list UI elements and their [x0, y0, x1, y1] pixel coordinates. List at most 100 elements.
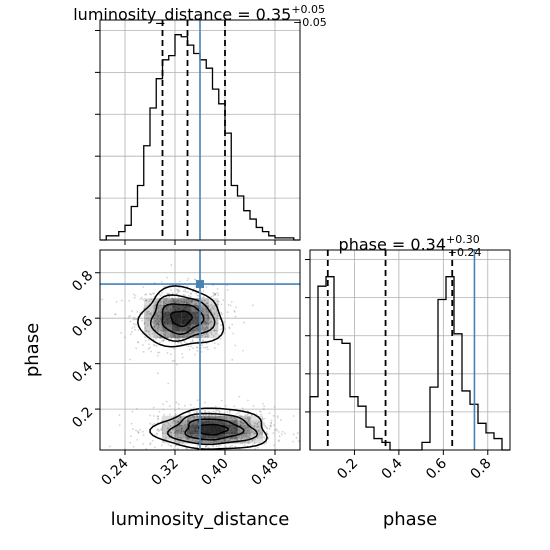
density-cell	[187, 434, 200, 439]
density-cell	[209, 318, 219, 325]
sample-point	[213, 411, 216, 414]
sample-point	[256, 423, 259, 425]
sample-point	[229, 445, 231, 448]
density-cell	[153, 331, 163, 339]
sample-point	[231, 444, 233, 447]
sample-point	[186, 438, 189, 441]
sample-point	[206, 335, 209, 338]
sample-point	[154, 320, 157, 322]
sample-point	[182, 430, 185, 433]
sample-point	[129, 320, 132, 323]
sample-point	[204, 411, 206, 413]
sample-point	[194, 440, 196, 443]
sample-point	[180, 430, 183, 432]
sample-point	[165, 432, 168, 435]
sample-point	[177, 417, 180, 420]
sample-point	[195, 440, 198, 442]
sample-point	[190, 300, 193, 303]
sample-point	[137, 329, 140, 331]
sample-point	[202, 414, 205, 416]
sample-point	[135, 318, 138, 321]
sample-point	[234, 445, 237, 448]
sample-point	[166, 351, 169, 354]
sample-point	[171, 360, 174, 362]
density-cell	[250, 424, 264, 430]
sample-point	[210, 303, 213, 306]
sample-point	[229, 417, 232, 420]
sample-point	[133, 296, 136, 299]
sample-point	[173, 301, 176, 304]
density-cell	[174, 434, 188, 439]
sample-point	[224, 438, 227, 441]
sample-point	[261, 431, 263, 434]
sample-point	[210, 324, 213, 327]
sample-point	[275, 428, 278, 431]
y-tick-label: 0.2	[69, 404, 96, 431]
sample-point	[153, 325, 156, 328]
sample-point	[209, 441, 212, 444]
sample-point	[223, 332, 226, 335]
sample-point	[204, 445, 207, 448]
sample-point	[204, 416, 207, 419]
sample-point	[176, 336, 179, 338]
sample-point	[216, 288, 219, 290]
sample-point	[182, 430, 185, 433]
sample-point	[171, 299, 174, 301]
sample-point	[193, 288, 196, 290]
sample-point	[182, 302, 184, 305]
sample-point	[170, 431, 173, 434]
density-cell	[199, 298, 210, 305]
sample-point	[204, 335, 207, 338]
sample-point	[167, 422, 170, 425]
sample-point	[154, 304, 157, 306]
sample-point	[209, 326, 212, 329]
sample-point	[130, 333, 132, 336]
sample-point	[202, 290, 205, 292]
sample-point	[173, 359, 176, 362]
luminosity-distance-hist-frame	[99, 19, 301, 241]
sample-point	[206, 302, 209, 305]
sample-point	[176, 338, 179, 340]
sample-point	[168, 296, 170, 298]
sample-point	[238, 395, 241, 398]
sample-point	[217, 314, 220, 317]
sample-point	[239, 423, 242, 426]
sample-point	[190, 332, 193, 334]
sample-point	[219, 328, 222, 331]
sample-point	[214, 416, 217, 419]
sample-point	[163, 300, 165, 303]
y-tick-label: 0.6	[69, 313, 96, 340]
sample-point	[147, 348, 150, 350]
sample-point	[270, 419, 273, 422]
sample-point	[194, 303, 196, 306]
sample-point	[177, 341, 180, 344]
sample-point	[156, 428, 159, 430]
sample-point	[248, 416, 251, 419]
sample-point	[189, 416, 192, 419]
x-tick-label: 0.40	[198, 456, 231, 489]
density-cell	[171, 324, 182, 332]
sample-point	[249, 431, 252, 434]
sample-point	[180, 428, 183, 430]
density-cell	[212, 429, 226, 435]
sample-point	[120, 331, 123, 334]
sample-point	[157, 418, 159, 421]
sample-point	[261, 417, 264, 420]
sample-point	[184, 289, 187, 291]
sample-point	[187, 291, 189, 294]
sample-point	[244, 441, 247, 443]
contour-line	[184, 418, 245, 441]
sample-point	[231, 358, 234, 361]
density-cell	[190, 298, 200, 305]
sample-point	[189, 292, 192, 295]
sample-point	[175, 300, 178, 303]
sample-point	[204, 328, 207, 330]
sample-point	[192, 331, 195, 334]
sample-point	[185, 298, 188, 301]
sample-point	[153, 292, 155, 295]
sample-point	[217, 409, 219, 412]
sample-point	[218, 410, 221, 413]
sample-point	[155, 324, 158, 327]
sample-point	[196, 294, 199, 297]
